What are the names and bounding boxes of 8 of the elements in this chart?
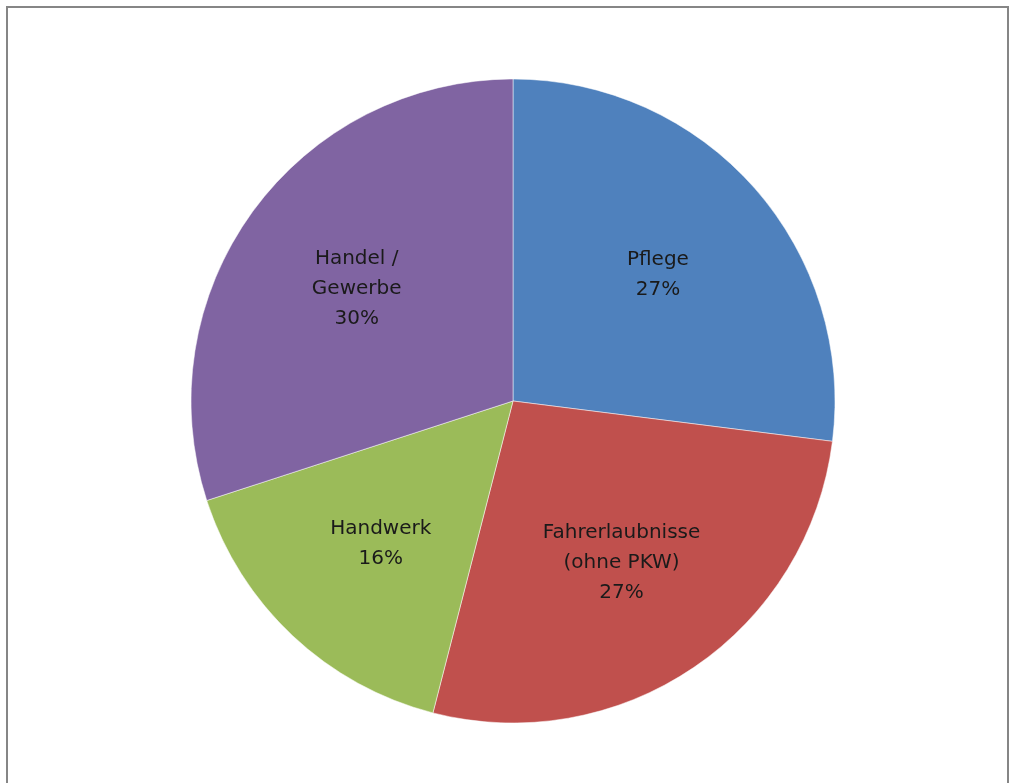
slice-label: Fahrerlaubnisse (ohne PKW) bbox=[542, 518, 701, 573]
slice-label: Handwerk bbox=[330, 514, 432, 539]
data-label: 30% bbox=[334, 305, 379, 330]
data-label: 27% bbox=[635, 276, 681, 301]
slice-label: Pflege bbox=[626, 246, 689, 271]
slice-label: Handel / Gewerbe bbox=[311, 245, 402, 300]
data-label: 16% bbox=[358, 544, 403, 569]
data-label: 27% bbox=[599, 578, 644, 603]
